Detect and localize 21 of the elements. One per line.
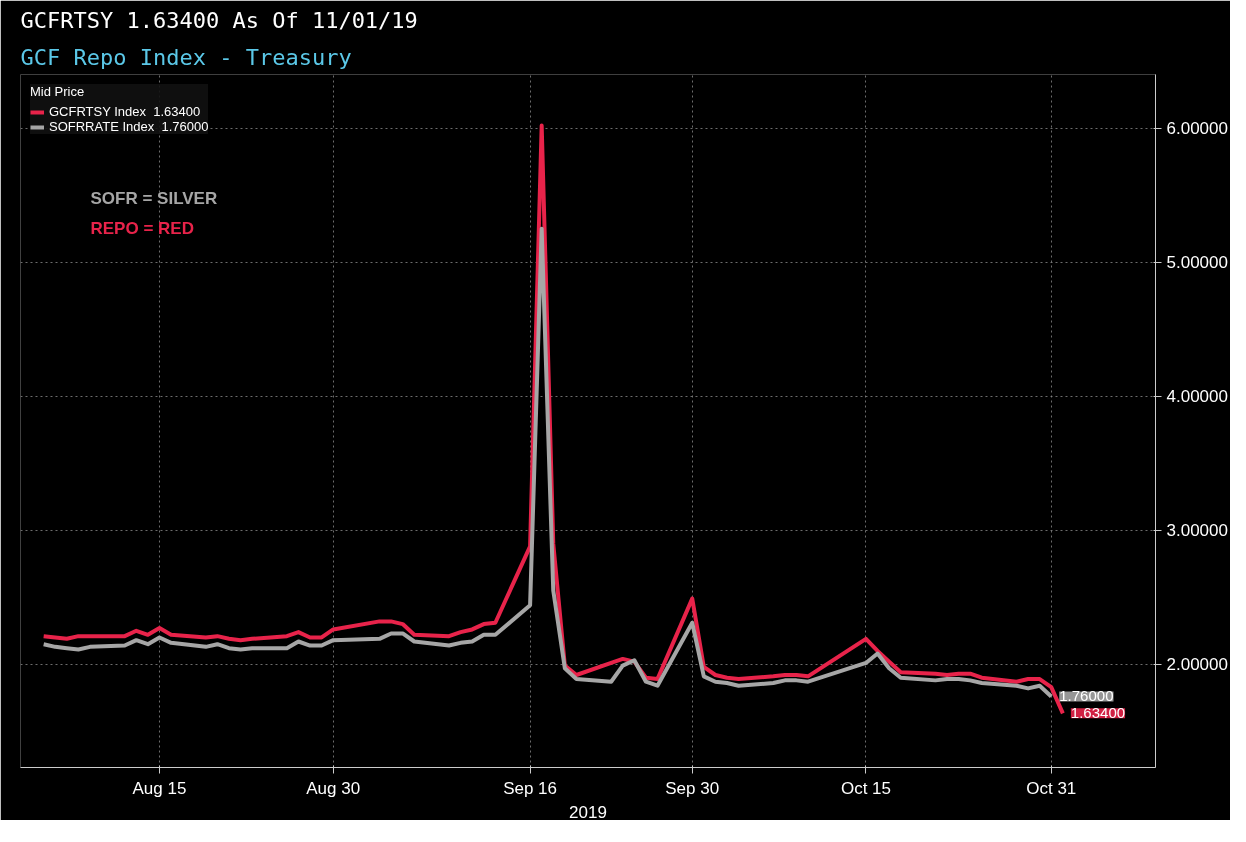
- y-tick-label: 3.00000: [1166, 521, 1228, 541]
- y-tick-label: 2.00000: [1166, 655, 1228, 675]
- legend-label: SOFRRATE Index 1.76000: [49, 119, 209, 134]
- annotation: 1.76000: [1059, 687, 1114, 705]
- x-tick-label: Sep 30: [665, 778, 720, 798]
- legend-label: GCFRTSY Index 1.63400: [49, 104, 201, 119]
- y-tick-label: 4.00000: [1166, 387, 1228, 407]
- x-tick-label: Aug 30: [306, 778, 361, 798]
- x-tick-label: Oct 31: [1026, 778, 1077, 798]
- annotation: 1.63400: [1070, 704, 1126, 722]
- x-tick-label: Sep 16: [503, 778, 558, 798]
- chart-title: GCFRTSY 1.63400 As Of 11/01/19: [20, 7, 418, 33]
- x-axis-title: 2019: [569, 802, 607, 822]
- chart-subtitle: GCF Repo Index - Treasury: [20, 44, 352, 70]
- y-tick-label: 6.00000: [1166, 119, 1228, 139]
- y-tick-label: 5.00000: [1166, 253, 1228, 273]
- x-tick-label: Aug 15: [132, 778, 187, 798]
- annotation: SOFR = SILVER: [90, 188, 218, 208]
- annotation: REPO = RED: [90, 218, 194, 238]
- legend-title: Mid Price: [30, 84, 86, 99]
- x-tick-label: Oct 15: [840, 778, 892, 798]
